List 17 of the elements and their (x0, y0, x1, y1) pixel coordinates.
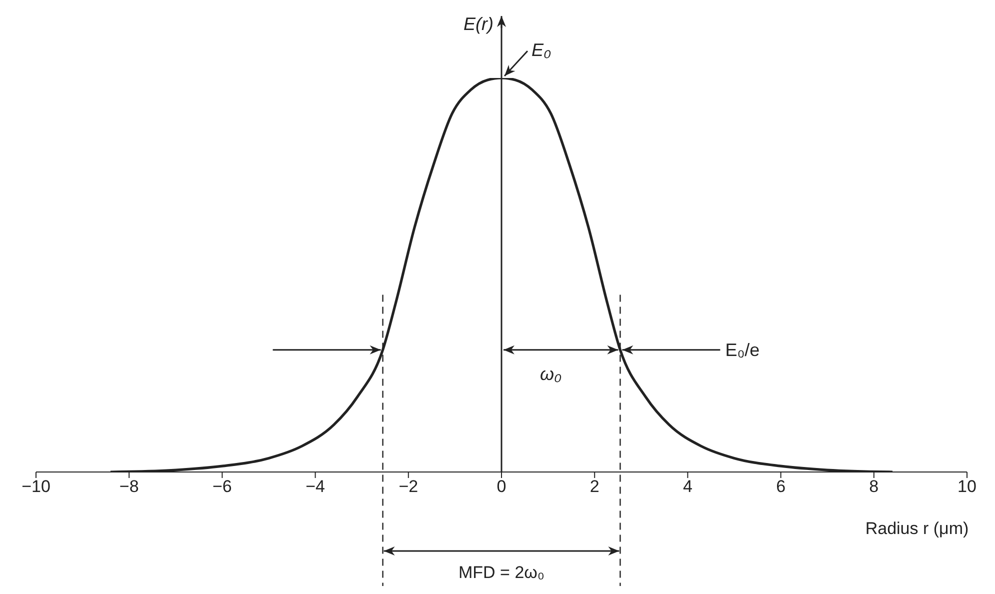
x-tick-label: 8 (869, 477, 879, 496)
x-tick-label: −8 (119, 477, 139, 496)
annotation: ω₀ (540, 364, 562, 384)
x-tick-label: 4 (682, 477, 692, 496)
x-tick-label: 2 (590, 477, 600, 496)
x-tick-label: −4 (306, 477, 325, 496)
x-tick-label: −6 (212, 477, 232, 496)
annotation: E₀/e (725, 340, 760, 360)
x-tick-label: 6 (776, 477, 786, 496)
x-tick-label: −2 (398, 477, 418, 496)
x-tick-label: 10 (958, 477, 976, 496)
x-tick-label: 0 (496, 477, 506, 496)
x-tick-label: −10 (22, 477, 50, 496)
text: MFD = 2ω₀ (458, 563, 544, 582)
y-axis-title: E(r) (464, 14, 494, 34)
x-axis-title: Radius r (μm) (865, 519, 969, 538)
annotation: E₀ (532, 40, 552, 60)
